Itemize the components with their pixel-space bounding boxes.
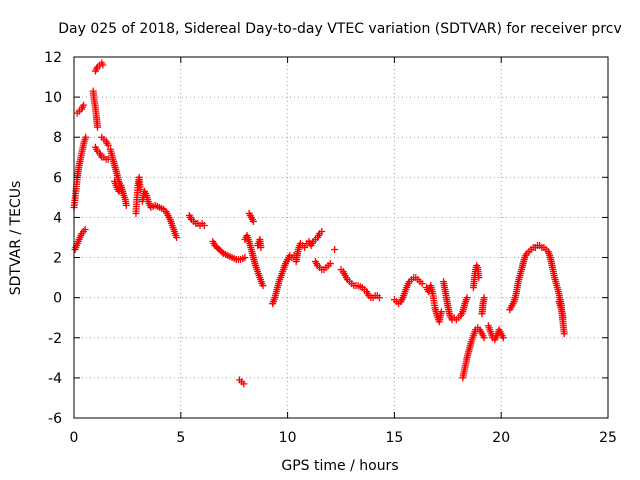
x-tick-label: 20: [492, 430, 510, 446]
data-point-plus-marker: [241, 254, 249, 262]
data-point-plus-marker: [104, 141, 112, 149]
y-tick-labels: -6 -4 -2 0 2 4 6 8 10 12: [44, 50, 62, 427]
data-point-plus-marker: [81, 225, 89, 233]
data-point-plus-marker: [418, 280, 426, 288]
grid-lines: [74, 57, 608, 418]
data-point-plus-marker: [249, 217, 257, 225]
data-point-plus-marker: [80, 101, 88, 109]
x-axis-title: GPS time / hours: [281, 458, 398, 474]
data-point-plus-marker: [136, 185, 144, 193]
y-tick-label: -4: [48, 371, 62, 387]
data-point-plus-marker: [200, 221, 208, 229]
data-point-plus-marker: [173, 234, 181, 241]
data-points: [70, 59, 568, 388]
plot-frame: [73, 56, 609, 419]
data-point-plus-marker: [122, 201, 130, 209]
data-point-plus-marker: [559, 314, 567, 322]
data-point-plus-marker: [301, 244, 309, 252]
data-point-plus-marker: [480, 334, 488, 342]
data-point-plus-marker: [560, 330, 568, 338]
y-tick-label: 4: [53, 210, 62, 226]
data-point-plus-marker: [326, 260, 334, 268]
data-point-plus-marker: [240, 380, 248, 388]
x-tick-label: 25: [599, 430, 617, 446]
y-tick-label: -2: [48, 331, 62, 347]
y-tick-label: -6: [48, 411, 62, 427]
data-point-plus-marker: [480, 294, 488, 302]
x-tick-label: 15: [385, 430, 403, 446]
data-point-plus-marker: [437, 308, 445, 316]
y-tick-label: 0: [53, 291, 62, 307]
data-point-plus-marker: [93, 123, 101, 131]
data-point-plus-marker: [99, 61, 107, 69]
x-tick-label: 10: [279, 430, 297, 446]
data-point-plus-marker: [318, 227, 326, 235]
data-point-plus-marker: [119, 189, 127, 197]
y-axis-title: SDTVAR / TECUs: [8, 181, 24, 296]
data-point-plus-marker: [499, 334, 507, 342]
x-tick-label: 0: [70, 430, 79, 446]
x-tick-label: 5: [176, 430, 185, 446]
data-point-plus-marker: [257, 244, 265, 252]
data-point-plus-marker: [475, 274, 483, 282]
y-tick-label: 2: [53, 251, 62, 267]
axis-ticks: [73, 56, 609, 419]
data-point-plus-marker: [259, 282, 267, 290]
data-point-plus-marker: [375, 294, 383, 302]
x-tick-labels: 0 5 10 15 20 25: [70, 430, 617, 446]
data-point-plus-marker: [463, 294, 471, 302]
y-tick-label: 6: [53, 170, 62, 186]
y-tick-label: 8: [53, 130, 62, 146]
y-tick-label: 12: [44, 50, 62, 66]
y-tick-label: 10: [44, 90, 62, 106]
data-point-plus-marker: [218, 248, 226, 256]
data-point-plus-marker: [331, 246, 339, 254]
chart-title: Day 025 of 2018, Sidereal Day-to-day VTE…: [58, 21, 622, 37]
data-point-plus-marker: [82, 133, 90, 141]
